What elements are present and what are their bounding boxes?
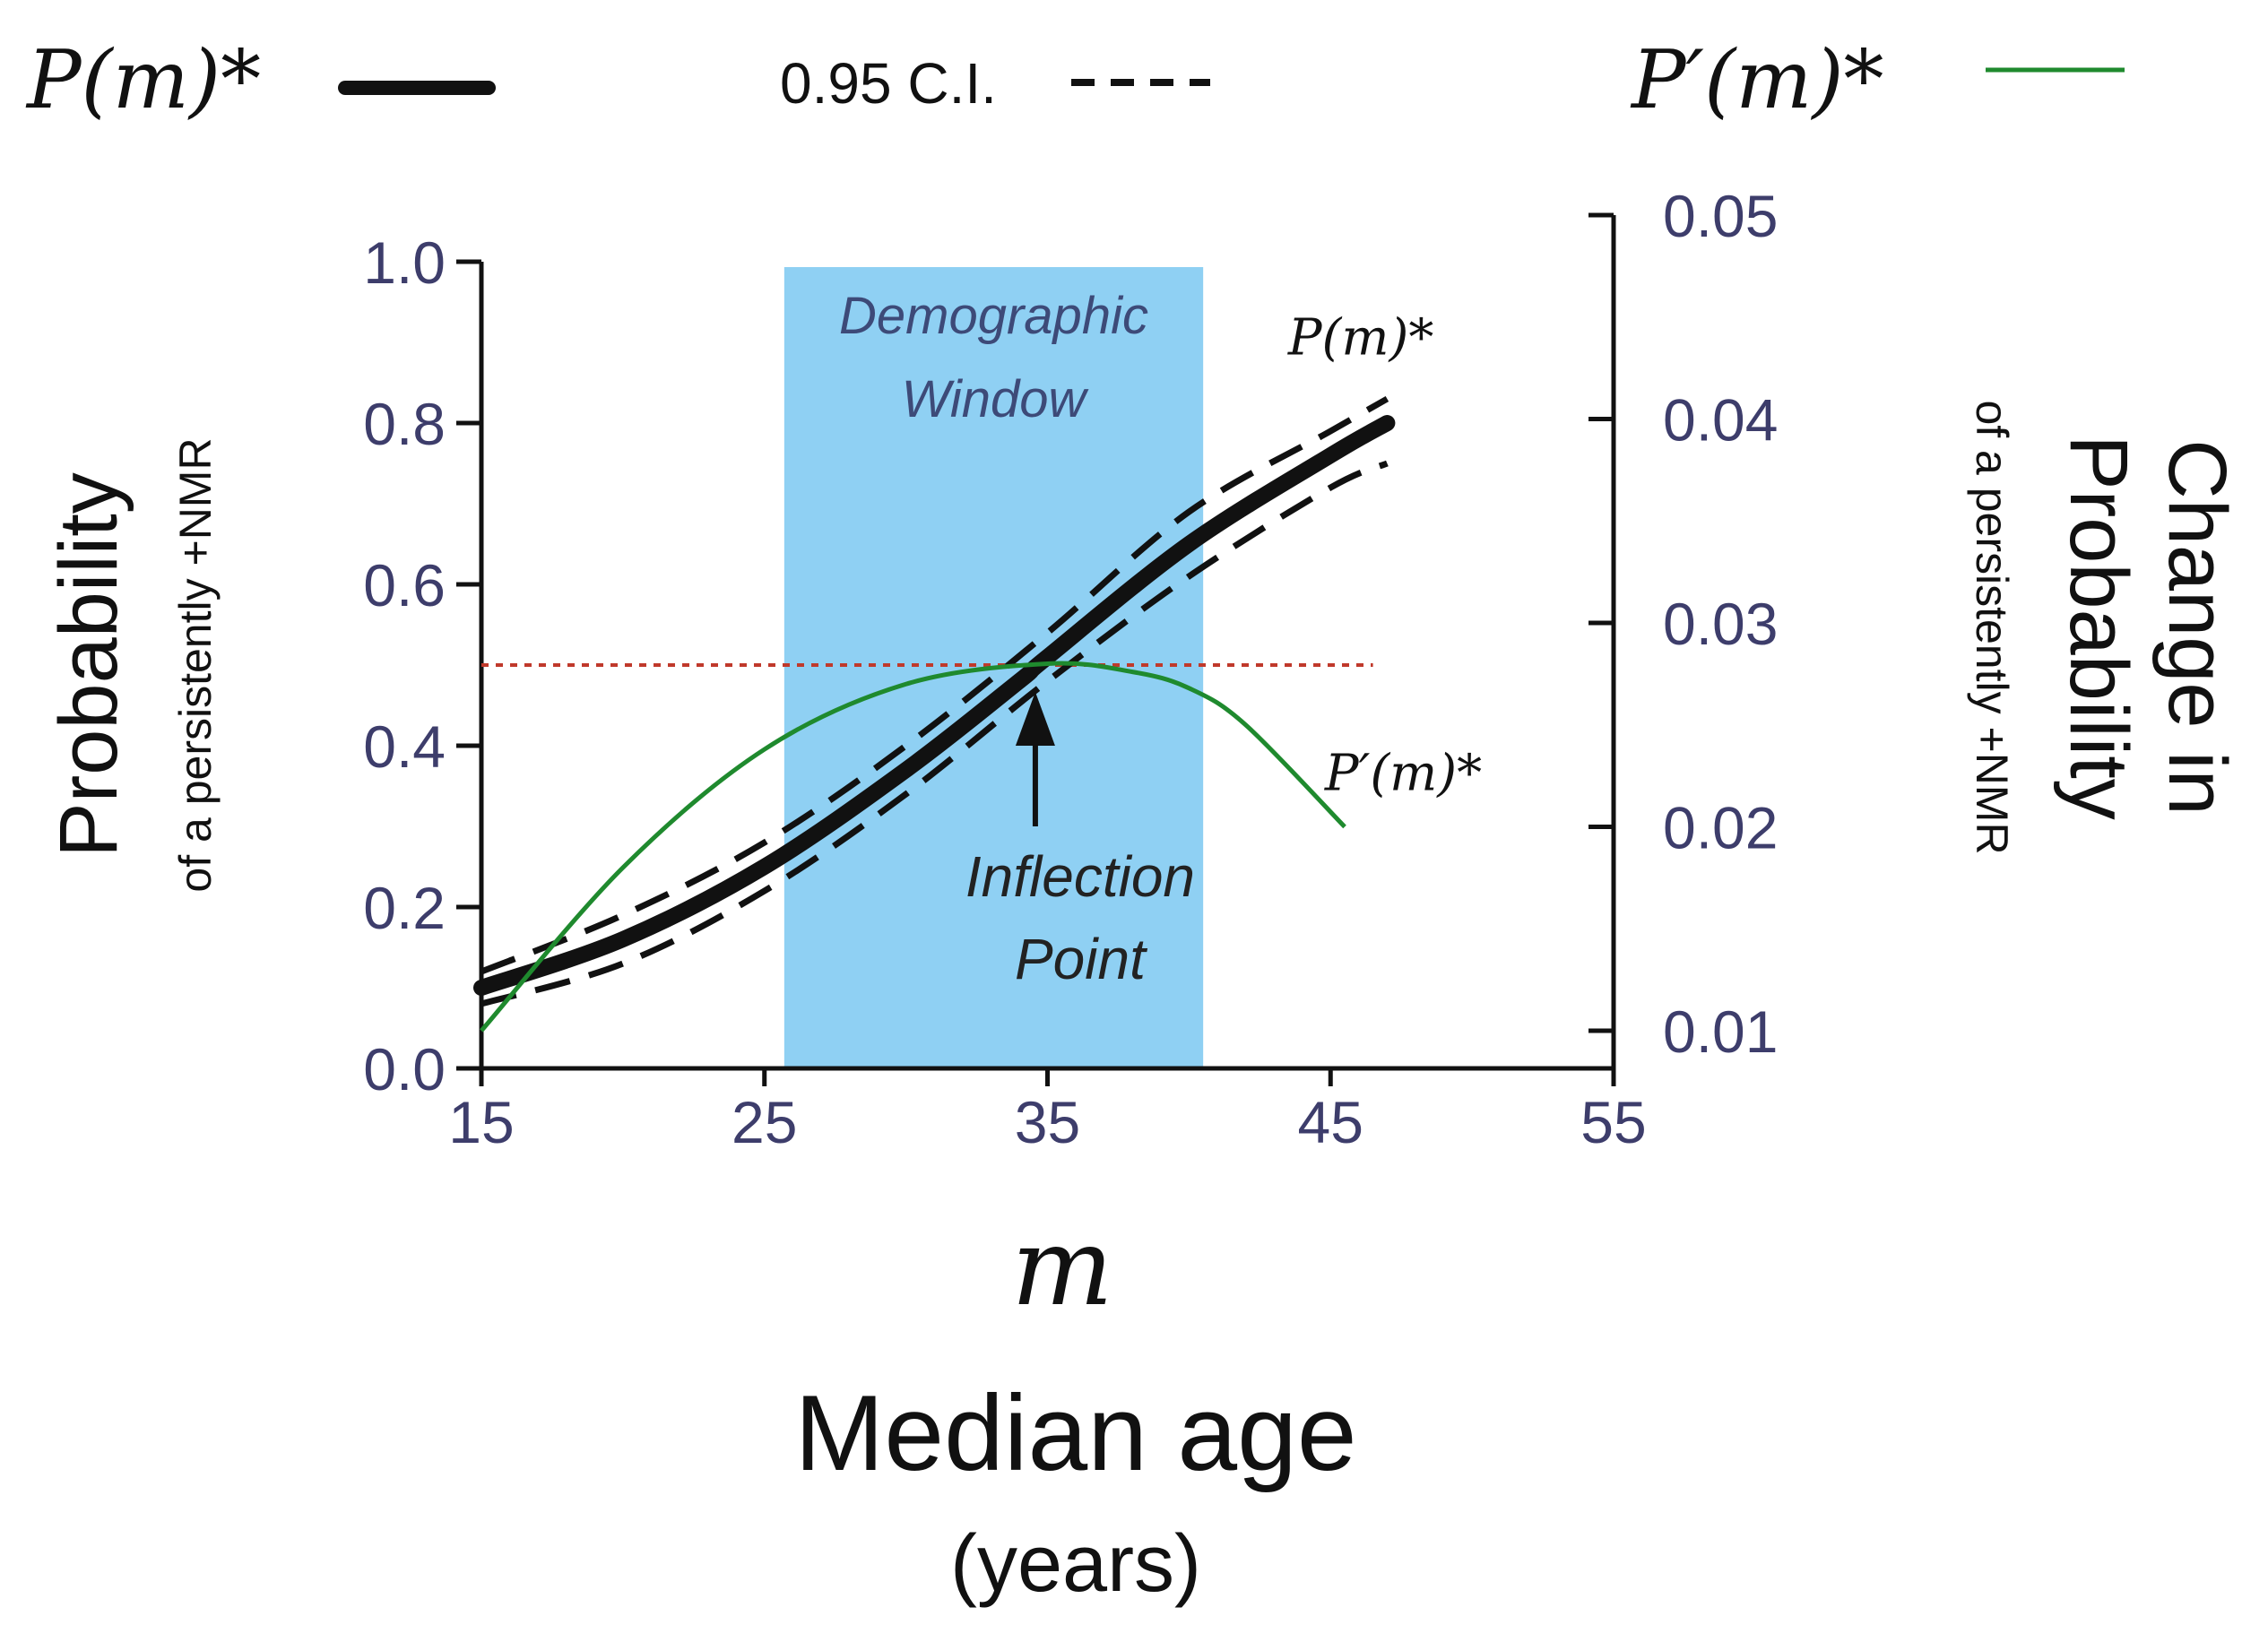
legend-label-pprime: P′(m)* (1630, 33, 1884, 127)
ci-lower-line (480, 460, 1389, 1007)
x-axis-title: Median age (794, 1373, 1356, 1493)
left-tick-label: 0.4 (363, 713, 446, 780)
p-m-line (473, 415, 1396, 996)
x-tick-label: 25 (731, 1089, 797, 1155)
inflection-label: Inflection (965, 844, 1195, 909)
demographic-window-label: Demographic (839, 287, 1148, 345)
x-tick-label: 55 (1580, 1089, 1646, 1155)
right-axis-title: Change in (2151, 439, 2243, 815)
x-tick-label: 35 (1015, 1089, 1080, 1155)
right-tick-label: 0.02 (1663, 795, 1778, 861)
p-prime-m-line (480, 661, 1346, 1033)
left-tick-label: 0.6 (363, 552, 446, 618)
x-axis-unit: (years) (950, 1519, 1201, 1609)
right-tick-label: 0.01 (1663, 998, 1778, 1065)
right-axis-subtitle: of a persistently +NMR (1967, 400, 2017, 854)
right-tick-label: 0.04 (1663, 387, 1778, 454)
right-tick-label: 0.05 (1663, 183, 1778, 249)
left-tick-label: 0.0 (363, 1036, 446, 1102)
left-axis-title: Probability (43, 472, 134, 858)
legend-label-p: P(m)* (25, 33, 261, 127)
legend-label-ci: 0.95 C.I. (780, 51, 997, 116)
x-tick-label: 45 (1298, 1089, 1363, 1155)
left-tick-label: 0.8 (363, 391, 446, 457)
ci-upper-line (480, 395, 1389, 975)
left-axis-ticks: 0.0 0.2 0.4 0.6 0.8 1.0 (363, 229, 481, 1102)
inflection-label-2: Point (1015, 927, 1147, 991)
left-axis-subtitle: of a persistently +NMR (170, 437, 221, 892)
right-tick-label: 0.03 (1663, 591, 1778, 657)
x-tick-label: 15 (448, 1089, 514, 1155)
demographic-window-label-2: Window (902, 370, 1089, 428)
x-axis-symbol: m (1011, 1206, 1113, 1330)
inflection-arrow-head (1015, 692, 1055, 746)
right-axis-title-2: Probability (2053, 435, 2144, 820)
x-axis-ticks: 15 25 35 45 55 (448, 1068, 1647, 1155)
p-prime-m-inline-label: P′(m)* (1324, 745, 1482, 803)
left-tick-label: 0.2 (363, 875, 446, 941)
right-axis-ticks: 0.01 0.02 0.03 0.04 0.05 (1588, 183, 1778, 1065)
legend: P(m)* 0.95 C.I. P′(m)* (25, 33, 2125, 127)
left-tick-label: 1.0 (363, 229, 446, 296)
p-m-inline-label: P(m)* (1287, 309, 1433, 367)
